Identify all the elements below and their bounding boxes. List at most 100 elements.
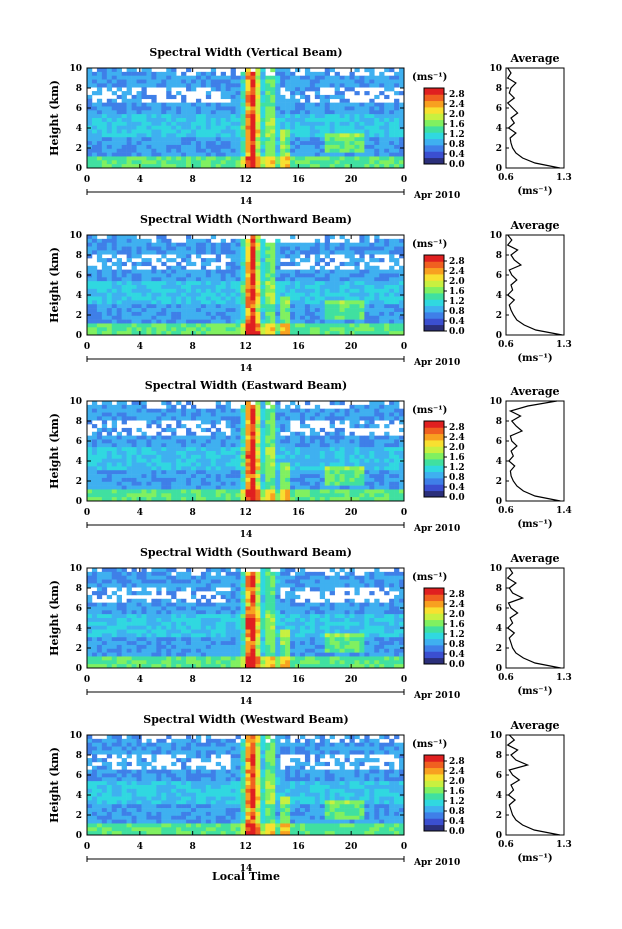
- heatmap-cell: [349, 331, 355, 336]
- heatmap-cell: [106, 285, 113, 290]
- heatmap-cell: [260, 254, 266, 259]
- heatmap-cell: [280, 242, 286, 247]
- heatmap-cell: [334, 246, 340, 251]
- heatmap-cell: [166, 443, 172, 448]
- heatmap-cell: [121, 300, 127, 305]
- heatmap-cell: [344, 75, 350, 80]
- heatmap-cell: [314, 91, 321, 96]
- heatmap-cell: [121, 568, 127, 573]
- heatmap-cell: [260, 144, 266, 150]
- heatmap-cell: [290, 144, 296, 150]
- heatmap-cell: [181, 474, 187, 479]
- heatmap-cell: [87, 319, 93, 324]
- heatmap-cell: [186, 141, 192, 146]
- heatmap-cell: [121, 114, 127, 119]
- heatmap-cell: [324, 164, 330, 169]
- heatmap-cell: [121, 91, 127, 96]
- heatmap-cell: [210, 323, 217, 328]
- heatmap-cell: [354, 121, 360, 126]
- heatmap-cell: [374, 327, 380, 332]
- heatmap-cell: [379, 435, 385, 440]
- heatmap-cell: [181, 164, 187, 169]
- heatmap-cell: [285, 462, 291, 467]
- heatmap-cell: [240, 481, 246, 486]
- heatmap-cell: [304, 281, 311, 286]
- heatmap-cell: [309, 242, 316, 247]
- heatmap-cell: [379, 304, 385, 309]
- heatmap-cell: [101, 121, 108, 126]
- heatmap-cell: [309, 412, 316, 417]
- heatmap-cell: [240, 319, 246, 324]
- heatmap-cell: [136, 571, 142, 576]
- heatmap-cell: [280, 125, 286, 130]
- heatmap-cell: [270, 466, 276, 471]
- heatmap-cell: [131, 435, 137, 440]
- heatmap-cell: [136, 427, 142, 433]
- heatmap-cell: [319, 285, 326, 290]
- heatmap-cell: [245, 273, 251, 278]
- heatmap-cell: [329, 68, 335, 73]
- heatmap-cell: [270, 114, 276, 119]
- heatmap-cell: [181, 304, 187, 309]
- heatmap-cell: [329, 454, 335, 459]
- heatmap-cell: [151, 493, 157, 498]
- heatmap-cell: [205, 160, 212, 165]
- heatmap-cell: [275, 156, 281, 161]
- heatmap-cell: [309, 246, 316, 251]
- heatmap-cell: [275, 462, 281, 467]
- heatmap-cell: [166, 250, 172, 255]
- heatmap-cell: [116, 129, 122, 134]
- heatmap-cell: [106, 401, 113, 406]
- heatmap-cell: [295, 106, 301, 111]
- heatmap-cell: [131, 250, 137, 255]
- heatmap-cell: [359, 481, 365, 486]
- heatmap-cell: [384, 470, 390, 475]
- heatmap-cell: [131, 439, 137, 444]
- heatmap-cell: [280, 315, 286, 320]
- heatmap-cell: [121, 583, 127, 588]
- heatmap-cell: [265, 261, 271, 267]
- heatmap-cell: [195, 315, 202, 320]
- heatmap-cell: [121, 416, 127, 421]
- heatmap-cell: [379, 497, 385, 502]
- heatmap-cell: [136, 296, 142, 301]
- heatmap-cell: [186, 401, 192, 406]
- heatmap-cell: [131, 497, 137, 502]
- heatmap-cell: [225, 439, 231, 444]
- heatmap-cell: [334, 470, 340, 475]
- heatmap-cell: [181, 296, 187, 301]
- heatmap-cell: [299, 420, 306, 425]
- heatmap-cell: [324, 121, 330, 126]
- heatmap-cell: [270, 258, 276, 263]
- heatmap-cell: [250, 466, 256, 471]
- heatmap-cell: [280, 261, 286, 267]
- heatmap-cell: [101, 83, 108, 88]
- heatmap-cell: [87, 308, 93, 313]
- heatmap-cell: [250, 477, 256, 483]
- colorbar-tick-label: 1.2: [449, 297, 465, 307]
- heatmap-cell: [339, 261, 345, 267]
- heatmap-cell: [181, 404, 187, 409]
- heatmap-cell: [295, 319, 301, 324]
- heatmap-cell: [280, 477, 286, 483]
- heatmap-cell: [349, 408, 355, 413]
- heatmap-cell: [121, 618, 127, 623]
- heatmap-cell: [314, 164, 321, 169]
- heatmap-cell: [96, 91, 103, 96]
- heatmap-cell: [146, 94, 152, 100]
- heatmap-cell: [240, 91, 246, 96]
- heatmap-cell: [265, 160, 271, 165]
- heatmap-cell: [324, 98, 330, 103]
- heatmap-cell: [344, 269, 350, 274]
- heatmap-cell: [285, 152, 291, 157]
- heatmap-cell: [176, 137, 182, 142]
- heatmap-cell: [314, 439, 321, 444]
- heatmap-cell: [245, 71, 251, 76]
- heatmap-cell: [374, 416, 380, 421]
- heatmap-cell: [116, 660, 122, 665]
- heatmap-cell: [96, 470, 103, 475]
- heatmap-cell: [181, 265, 187, 270]
- heatmap-cell: [171, 458, 177, 463]
- heatmap-cell: [379, 102, 385, 107]
- heatmap-cell: [96, 614, 103, 619]
